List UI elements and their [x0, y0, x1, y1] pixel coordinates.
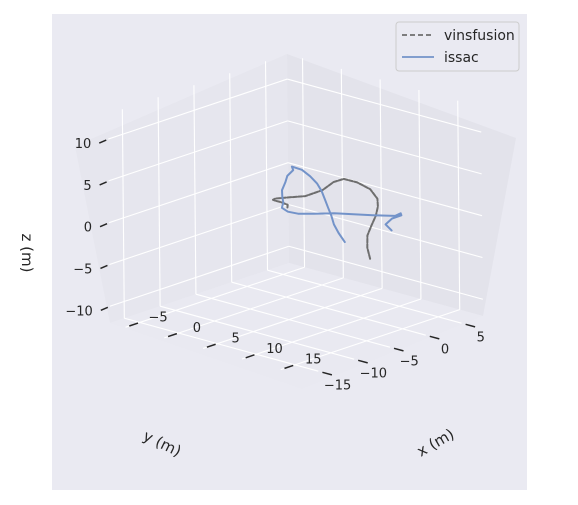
x-grid-wall: [457, 100, 461, 310]
y-grid-floor: [195, 293, 391, 348]
y-grid-wall: [229, 73, 233, 283]
y-tick-label: 0: [441, 343, 449, 358]
series-layer: [272, 165, 403, 260]
x-grid-floor: [280, 309, 460, 371]
x-grid-wall: [340, 68, 344, 278]
z-tick-label: −10: [65, 304, 92, 319]
y-tick-label: −10: [360, 367, 387, 382]
x-grid-floor: [202, 287, 383, 349]
y-grid-wall: [193, 85, 197, 295]
z-tick-label: 0: [84, 221, 92, 236]
x-tick-mark: [129, 322, 139, 327]
y-tick-label: 5: [477, 331, 485, 346]
x-grid-wall: [379, 79, 383, 289]
tick-marks: −5 0 5 10 15−15 −10 −5 0 5 −10 −5 0 5 10: [65, 137, 484, 394]
y-grid-floor: [267, 269, 462, 324]
y-tick-label: −5: [400, 355, 419, 370]
left-pane: [75, 54, 289, 323]
z-grid-right: [288, 245, 483, 300]
x-tick-mark: [167, 332, 178, 338]
y-grid-wall: [157, 97, 161, 307]
series-line-issac: [280, 165, 403, 244]
z-grid-left: [109, 203, 289, 266]
z-tick-label: 10: [75, 137, 92, 152]
y-tick-mark: [322, 371, 333, 376]
z-tick-mark: [98, 139, 107, 144]
x-tick-label: 0: [193, 321, 201, 336]
z-grid-left: [108, 120, 288, 182]
z-grid-right: [287, 78, 482, 133]
x-tick-label: 10: [266, 342, 283, 357]
z-tick-mark: [99, 222, 108, 228]
x-tick-mark: [245, 354, 255, 359]
y-tick-mark: [429, 335, 440, 340]
floor-pane: [110, 263, 483, 389]
legend: vinsfusion issac: [395, 21, 520, 72]
y-tick-label: −15: [324, 379, 351, 394]
legend-label-vinsfusion: vinsfusion: [444, 28, 515, 44]
z-tick-mark: [100, 306, 109, 311]
z-axis-label: z (m): [18, 234, 36, 273]
y-grid-wall: [264, 61, 269, 271]
y-tick-mark: [465, 323, 476, 328]
z-grid-left: [108, 162, 289, 224]
z-tick-label: 5: [83, 179, 91, 194]
legend-label-issac: issac: [444, 50, 479, 66]
z-grid-right: [287, 120, 482, 175]
x-grid-wall: [301, 58, 306, 268]
x-tick-label: 5: [232, 332, 240, 347]
z-tick-mark: [100, 264, 108, 270]
grid-lines: [108, 58, 483, 372]
x-grid-wall: [418, 90, 422, 300]
z-grid-right: [287, 162, 483, 217]
z-tick-mark: [99, 181, 107, 186]
x-grid-floor: [125, 266, 305, 328]
y-tick-mark: [357, 359, 368, 364]
x-tick-mark: [206, 343, 216, 348]
z-grid-left: [108, 78, 288, 140]
y-grid-floor: [159, 305, 355, 360]
series-line-vinsfusion: [272, 177, 379, 260]
x-grid-floor: [241, 298, 422, 360]
y-grid-floor: [124, 317, 319, 372]
z-tick-label: −5: [73, 262, 92, 277]
x-tick-mark: [284, 364, 294, 370]
y-grid-wall: [121, 109, 125, 319]
y-tick-mark: [393, 347, 404, 352]
y-grid-floor: [231, 281, 426, 336]
x-tick-label: 15: [305, 353, 322, 368]
x-tick-label: −5: [149, 310, 168, 325]
x-grid-floor: [164, 277, 344, 339]
z-grid-left: [109, 245, 290, 307]
